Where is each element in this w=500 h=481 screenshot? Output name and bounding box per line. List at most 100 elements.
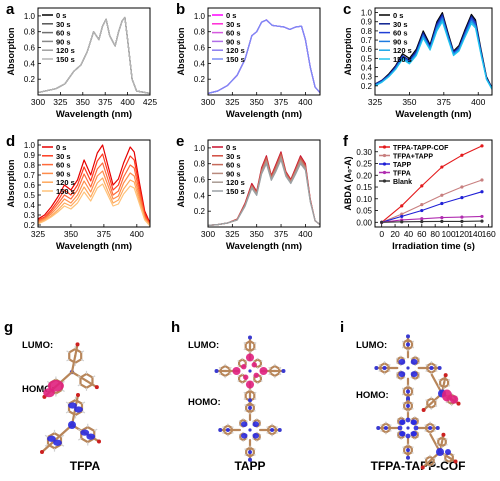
x-tick-label: 400: [298, 229, 312, 239]
x-axis-label: Wavelength (nm): [56, 241, 132, 252]
y-axis-label: ABDA (A₀-A): [343, 156, 353, 210]
orbital-lobe: [383, 426, 388, 430]
h-bond: [411, 451, 414, 454]
x-tick-label: 375: [437, 97, 451, 107]
h-bond: [438, 384, 441, 387]
h-bond: [396, 362, 398, 364]
x-tick-label: 120: [455, 229, 469, 239]
series-line-f-4: [381, 220, 483, 223]
orbital-lobe: [270, 428, 275, 432]
legend-label-b-0: 0 s: [226, 11, 236, 20]
h-bond: [245, 437, 248, 440]
orbital-lobe: [251, 362, 257, 368]
y-tick-label: 0.9: [24, 151, 36, 160]
x-tick-label: 160: [482, 229, 496, 239]
panel-letter-g: g: [4, 319, 13, 336]
legend-label-e-3: 90 s: [226, 169, 241, 178]
series-point-f-4-0: [380, 220, 384, 224]
orbital-lobe: [428, 426, 433, 430]
h-bond: [380, 424, 383, 427]
series-group: [381, 145, 483, 223]
orbital-lobe: [449, 395, 459, 404]
plot-frame: [207, 139, 321, 228]
y-tick-label: 0.2: [361, 82, 373, 91]
atom: [406, 334, 410, 339]
h-bond: [222, 426, 225, 429]
atom: [406, 426, 410, 430]
legend-label-e-1: 30 s: [226, 152, 241, 161]
panel-letter-c: c: [343, 1, 351, 18]
atom: [441, 432, 446, 437]
h-bond: [44, 434, 49, 438]
series-line-c-5: [375, 21, 492, 90]
h-bond: [266, 426, 269, 429]
h-bond: [410, 376, 413, 379]
atom: [406, 396, 410, 401]
h-bond: [403, 418, 406, 421]
bond: [79, 372, 88, 379]
x-tick-label: 325: [225, 97, 239, 107]
plot-frame: [37, 7, 151, 96]
h-bond: [425, 369, 428, 372]
legend-label-c-2: 60 s: [393, 29, 408, 38]
orbital-lobe: [399, 431, 405, 437]
h-bond: [396, 376, 398, 379]
legend-label-c-4: 120 s: [393, 46, 412, 55]
h-bond: [65, 401, 70, 405]
atom: [218, 428, 223, 432]
chart-panel-e: e 300 325 350 375 400 0.2 0.4 0.6 0.8 1.0 Wavelengt…: [176, 133, 321, 252]
h-bond: [411, 446, 414, 449]
h-bond: [445, 401, 448, 404]
h-bond: [93, 428, 98, 432]
h-bond: [443, 459, 446, 462]
series-point-f-2-3: [440, 201, 444, 206]
cof-lumo-molecule: [374, 334, 461, 413]
h-bond: [445, 438, 448, 441]
h-bond: [77, 383, 81, 387]
legend-label-f-4: Blank: [393, 179, 412, 186]
series-line-d-4: [38, 177, 150, 227]
y-tick-label: 0.20: [356, 171, 372, 180]
series-point-f-2-4: [460, 196, 464, 200]
y-tick-label: 0.8: [24, 161, 36, 170]
atom: [437, 366, 442, 370]
y-tick-label: 0.3: [24, 211, 36, 220]
h-bond: [396, 422, 399, 425]
legend-label-a-5: 150 s: [56, 55, 75, 64]
panel-letter-e: e: [176, 133, 184, 150]
series-point-f-3-2: [420, 217, 424, 221]
bond: [53, 432, 63, 439]
legend-label-f-1: TFPA+TAPP: [393, 154, 433, 161]
x-axis-label: Wavelength (nm): [56, 109, 132, 120]
series-point-f-0-3: [440, 165, 444, 169]
orbital-lobe: [241, 364, 247, 370]
series-group: [38, 144, 150, 227]
h-bond: [237, 375, 240, 378]
tfpa-homo-molecule: [40, 393, 101, 454]
orbital-lobe: [68, 421, 76, 429]
orbital-lobe: [43, 388, 55, 398]
orbital-lobe: [241, 421, 248, 428]
x-tick-label: 400: [130, 229, 144, 239]
h-bond: [434, 404, 438, 407]
y-tick-label: 1.0: [24, 141, 36, 150]
chart-panel-c: c 325 350 375 400 0.20.30.40.50.60.70.80.91.0…: [343, 1, 493, 120]
atom: [248, 369, 252, 373]
orbital-lobe: [259, 366, 268, 376]
tapp-homo-molecule: [218, 398, 282, 462]
h-bond: [396, 418, 399, 421]
legend-label-f-0: TFPA-TAPP-COF: [393, 145, 449, 152]
x-tick-label: 300: [31, 97, 45, 107]
h-bond: [238, 437, 241, 440]
y-tick-label: 1.0: [24, 12, 36, 21]
h-bond: [243, 348, 247, 351]
series-point-f-1-5: [480, 178, 484, 182]
y-tick-label: 0.5: [24, 191, 36, 200]
h-bond: [259, 437, 262, 440]
chart-panel-a: a 300 325 350 375 400 425 0.2 0.4 0.6 0.8 1.0 Wavele…: [6, 1, 157, 120]
series-line-d-0: [38, 144, 150, 224]
orbital-lobe: [248, 450, 252, 455]
orbital-lobe: [405, 342, 411, 347]
series-point-f-1-3: [440, 193, 444, 197]
atom: [376, 426, 381, 430]
